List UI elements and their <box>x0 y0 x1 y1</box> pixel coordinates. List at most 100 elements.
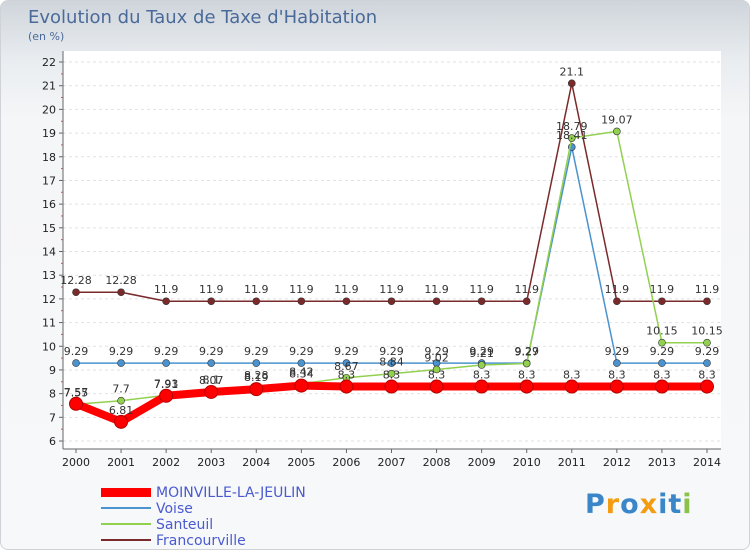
data-point-santeuil <box>703 338 711 347</box>
x-tick-label: 2002 <box>152 456 180 469</box>
data-point-francourville <box>72 288 80 297</box>
data-label-francourville: 11.9 <box>289 283 314 296</box>
data-point-moinville-la-jeulin <box>69 396 83 411</box>
y-tick-label: 15 <box>42 222 56 235</box>
legend-label-francourville: Francourville <box>156 533 246 549</box>
data-label-santeuil: 8.67 <box>334 360 359 373</box>
data-label-moinville-la-jeulin: 8.19 <box>244 371 269 384</box>
data-label-moinville-la-jeulin: 8.3 <box>428 369 446 382</box>
data-label-moinville-la-jeulin: 8.3 <box>518 369 536 382</box>
data-label-moinville-la-jeulin: 7.91 <box>154 378 179 391</box>
data-label-voise: 9.29 <box>650 345 675 358</box>
y-tick-label: 19 <box>42 127 56 140</box>
data-point-moinville-la-jeulin <box>294 378 309 393</box>
series-layer <box>69 79 714 429</box>
x-tick-label: 2003 <box>197 456 225 469</box>
data-label-voise: 9.29 <box>109 345 134 358</box>
data-point-francourville <box>613 297 621 306</box>
data-point-voise <box>342 359 351 367</box>
logo-letter: t <box>668 489 683 520</box>
y-tick-label: 20 <box>42 103 56 116</box>
data-point-moinville-la-jeulin <box>654 379 669 394</box>
data-point-voise <box>297 359 306 367</box>
data-label-moinville-la-jeulin: 8.07 <box>199 374 224 387</box>
y-tick-label: 16 <box>42 198 56 211</box>
axes: 6 7 8 9 10 11 12 13 14 15 16 17 18 19 20 21 22 2000 2001 20… <box>42 51 721 469</box>
x-tick-label: 2010 <box>513 456 541 469</box>
logo-letter: i <box>682 489 693 520</box>
y-tick-label: 13 <box>42 269 56 282</box>
data-point-moinville-la-jeulin <box>609 379 624 394</box>
data-label-moinville-la-jeulin: 7.57 <box>64 386 89 399</box>
data-label-voise: 9.29 <box>289 345 314 358</box>
data-point-moinville-la-jeulin <box>519 379 534 394</box>
data-label-francourville: 11.9 <box>695 283 720 296</box>
data-label-moinville-la-jeulin: 8.34 <box>289 368 314 381</box>
data-point-moinville-la-jeulin <box>564 379 579 394</box>
data-point-santeuil <box>613 127 621 136</box>
y-tick-label: 21 <box>42 80 56 93</box>
data-label-francourville: 11.9 <box>379 283 404 296</box>
data-point-santeuil <box>477 361 486 369</box>
y-tick-label: 10 <box>42 340 56 353</box>
data-point-santeuil <box>658 338 666 347</box>
data-point-voise <box>613 359 621 367</box>
data-label-moinville-la-jeulin: 8.3 <box>473 369 491 382</box>
data-point-moinville-la-jeulin <box>700 379 714 394</box>
data-label-santeuil: 7.93 <box>154 377 179 390</box>
x-tick-label: 2005 <box>287 456 315 469</box>
logo-letter: x <box>639 489 659 520</box>
proxiti-logo: Proxiti <box>585 489 693 520</box>
data-label-moinville-la-jeulin: 8.3 <box>653 369 671 382</box>
data-point-voise <box>117 359 125 367</box>
data-label-moinville-la-jeulin: 8.3 <box>608 369 626 382</box>
data-labels: 12.28 12.28 11.9 11.9 11.9 11.9 11.9 11.9 11.9 11… <box>60 65 723 416</box>
chart-subtitle: (en %) <box>28 30 65 43</box>
x-tick-label: 2000 <box>62 456 90 469</box>
data-point-moinville-la-jeulin <box>384 379 399 394</box>
y-tick-label: 22 <box>42 56 56 69</box>
logo-letter: i <box>658 489 669 520</box>
data-point-moinville-la-jeulin <box>204 384 219 399</box>
legend-label-santeuil: Santeuil <box>156 517 214 533</box>
data-point-santeuil <box>522 359 531 368</box>
data-label-santeuil: 7.7 <box>112 383 130 396</box>
y-tick-label: 14 <box>42 246 56 259</box>
data-point-voise <box>703 359 711 367</box>
data-label-francourville: 21.1 <box>560 65 585 78</box>
legend-swatch-moinville <box>101 488 151 497</box>
data-label-francourville: 11.9 <box>605 283 630 296</box>
data-label-voise: 18.41 <box>556 129 588 142</box>
x-tick-label: 2011 <box>558 456 586 469</box>
data-point-voise <box>387 359 396 367</box>
data-point-santeuil <box>432 365 441 374</box>
x-tick-label: 2009 <box>468 456 496 469</box>
data-label-moinville-la-jeulin: 6.81 <box>109 404 134 417</box>
data-label-francourville: 11.9 <box>469 283 494 296</box>
y-tick-label: 18 <box>42 151 56 164</box>
x-tick-label: 2008 <box>423 456 451 469</box>
data-point-francourville <box>658 297 666 306</box>
data-label-moinville-la-jeulin: 8.3 <box>698 369 716 382</box>
y-tick-label: 6 <box>49 435 56 448</box>
data-label-santeuil: 8.42 <box>289 366 314 379</box>
data-label-santeuil: 18.79 <box>556 120 588 133</box>
legend-swatch-voise <box>101 507 151 509</box>
data-point-francourville <box>477 297 486 306</box>
legend-swatch-francourville <box>101 539 151 541</box>
data-label-voise: 9.29 <box>424 345 449 358</box>
data-label-voise: 9.29 <box>154 345 179 358</box>
data-point-voise <box>207 359 216 367</box>
y-tick-label: 8 <box>49 388 56 401</box>
x-tick-label: 2001 <box>107 456 135 469</box>
data-label-francourville: 11.9 <box>199 283 224 296</box>
data-label-moinville-la-jeulin: 8.3 <box>383 369 401 382</box>
data-point-francourville <box>522 297 531 306</box>
logo-letter: r <box>605 489 621 520</box>
y-tick-label: 11 <box>42 317 56 330</box>
data-label-santeuil: 8.1 <box>202 373 220 386</box>
data-label-francourville: 11.9 <box>334 283 359 296</box>
legend-label-moinville: MOINVILLE-LA-JEULIN <box>156 485 306 501</box>
data-point-francourville <box>252 297 261 306</box>
logo-letter: o <box>620 489 640 520</box>
